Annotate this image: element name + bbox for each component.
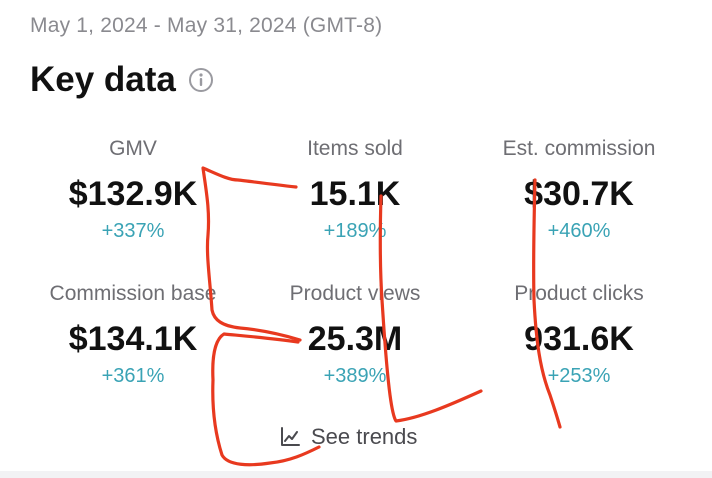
metric-label: Items sold — [307, 137, 403, 160]
metric-label: Commission base — [49, 282, 217, 305]
metric-label: Product views — [289, 282, 421, 305]
metric-value: 15.1K — [309, 175, 401, 213]
metric-value: $132.9K — [68, 175, 198, 213]
metric-change: +253% — [547, 365, 611, 387]
metric-est-commission[interactable]: Est. commission $30.7K +460% — [461, 136, 697, 243]
metric-change: +460% — [547, 220, 611, 242]
metric-change: +361% — [101, 365, 165, 387]
trend-chart-icon — [279, 426, 301, 448]
see-trends-label: See trends — [311, 424, 418, 449]
metric-label: Est. commission — [502, 137, 656, 160]
metric-value: $134.1K — [68, 320, 198, 358]
metric-value: $30.7K — [524, 175, 634, 213]
metric-product-clicks[interactable]: Product clicks 931.6K +253% — [461, 281, 697, 388]
metric-value: 25.3M — [307, 320, 403, 358]
metric-change: +337% — [101, 220, 165, 242]
metric-product-views[interactable]: Product views 25.3M +389% — [237, 281, 473, 388]
heading-row: Key data — [30, 60, 214, 100]
metric-label: Product clicks — [514, 282, 644, 305]
metric-gmv[interactable]: GMV $132.9K +337% — [15, 136, 251, 243]
metric-label: GMV — [109, 137, 157, 160]
metric-commission-base[interactable]: Commission base $134.1K +361% — [15, 281, 251, 388]
metric-items-sold[interactable]: Items sold 15.1K +189% — [237, 136, 473, 243]
info-icon[interactable] — [188, 67, 214, 93]
see-trends-button[interactable]: See trends — [279, 424, 417, 450]
date-range: May 1, 2024 - May 31, 2024 (GMT-8) — [30, 14, 383, 37]
page-title: Key data — [30, 60, 176, 99]
metric-change: +389% — [323, 365, 387, 387]
metric-change: +189% — [323, 220, 387, 242]
divider — [0, 471, 712, 478]
metric-value: 931.6K — [524, 320, 634, 358]
